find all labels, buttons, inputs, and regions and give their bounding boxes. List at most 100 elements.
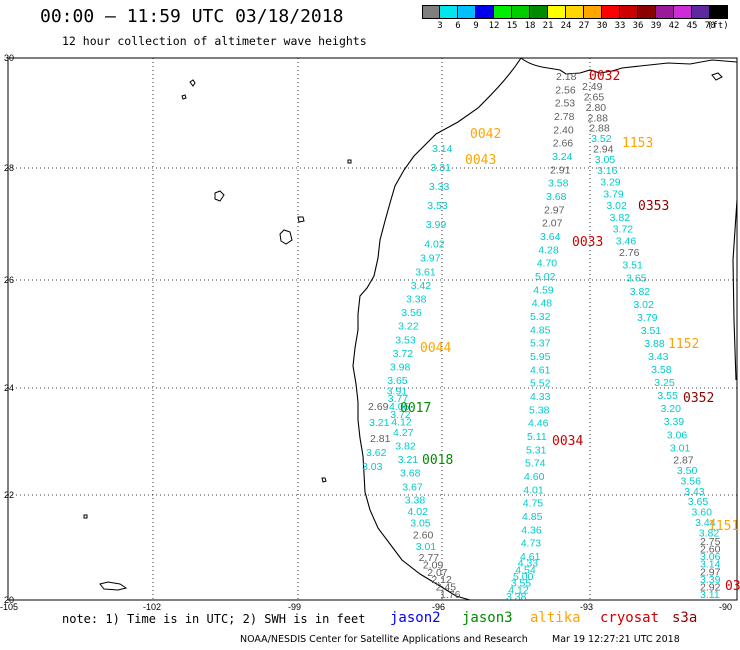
color-scale-swatch	[674, 5, 692, 19]
latitude-label: 22	[4, 490, 15, 500]
longitude-label: -93	[580, 602, 594, 612]
middle-track-value: 4.85	[522, 511, 543, 523]
color-scale-label: 15	[506, 21, 518, 31]
island-outline-3	[214, 190, 225, 202]
middle-track-value: 3.64	[540, 231, 561, 243]
coastal-track-value: 3.53	[395, 334, 416, 346]
island-outline-5	[297, 216, 305, 223]
middle-track-value: 2.97	[544, 204, 565, 216]
coastal-track-value: 3.77	[388, 393, 409, 405]
coastal-track-value: 3.62	[366, 447, 387, 459]
credit-line: NOAA/NESDIS Center for Satellite Applica…	[240, 634, 528, 645]
middle-track-value: 4.54	[515, 564, 536, 576]
east-track-value: 3.50	[677, 465, 698, 477]
color-scale-label: 18	[524, 21, 536, 31]
legend-altika: altika	[530, 610, 581, 626]
middle-track-value: 4.12	[508, 584, 529, 596]
east-track-value: 3.14	[700, 559, 721, 571]
east-track-value: 3.88	[644, 338, 665, 350]
coastal-track-value: 2.12	[431, 574, 452, 586]
color-scale-swatch	[584, 5, 602, 19]
map-title: 00:00 – 11:59 UTC 03/18/2018	[40, 6, 344, 27]
legend-s3a: s3a	[672, 610, 698, 626]
coastal-track-value: 3.38	[406, 294, 427, 306]
middle-track-value: 5.52	[530, 378, 551, 390]
east-track-value: 3.60	[692, 507, 713, 519]
color-scale-label: 36	[632, 21, 644, 31]
latitude-label: 28	[4, 163, 15, 173]
island-outlines	[83, 72, 723, 591]
middle-track-value: 3.68	[546, 191, 567, 203]
east-track-value: 2.97	[700, 566, 721, 578]
middle-track-value: 5.00	[513, 571, 534, 583]
generation-timestamp: Mar 19 12:27:21 UTC 2018	[552, 634, 680, 645]
color-scale-swatch	[548, 5, 566, 19]
middle-track-value: 4.36	[521, 524, 542, 536]
east-track-value: 3.79	[603, 188, 624, 200]
east-track-value: 3.44	[695, 517, 716, 529]
east-track-value: 3.55	[657, 390, 678, 402]
east-track-value: 2.87	[673, 455, 694, 467]
middle-track-value: 5.02	[535, 271, 556, 283]
east-track-value: 3.16	[597, 165, 618, 177]
east-track-value: 3.65	[626, 273, 647, 285]
east-track-value: 3.11	[700, 589, 720, 601]
east-track-value: 2.76	[619, 247, 640, 259]
island-outline-7	[321, 477, 327, 483]
pass-label: 0353	[638, 199, 669, 214]
coastal-track-value: 3.56	[401, 307, 422, 319]
color-scale-swatch	[476, 5, 494, 19]
pass-label: 1152	[668, 337, 699, 352]
coastal-track-value: 2.81	[370, 433, 391, 445]
middle-track-value: 3.24	[552, 151, 573, 163]
middle-track-value: 3.38	[506, 591, 527, 603]
east-track-value: 3.56	[681, 475, 702, 487]
color-scale-label: 39	[650, 21, 662, 31]
coastal-track-value: 3.82	[395, 440, 416, 452]
legend-jason3: jason3	[462, 610, 513, 626]
color-scale-swatch	[620, 5, 638, 19]
coastal-track-value: 2.45	[436, 582, 457, 594]
east-track-value: 3.65	[688, 496, 709, 508]
longitude-label: -99	[288, 602, 302, 612]
coastal-track-value: 3.68	[400, 468, 421, 480]
middle-track-value: 4.61	[530, 364, 551, 376]
east-track-value: 3.39	[664, 416, 685, 428]
latitude-label: 30	[4, 53, 15, 63]
coastal-track-value: 2.60	[413, 529, 434, 541]
east-track-value: 3.51	[622, 260, 643, 272]
pass-label: 0043	[465, 153, 496, 168]
color-scale-swatch	[494, 5, 512, 19]
color-scale-unit: (ft)	[707, 21, 729, 31]
color-scale-label: 33	[614, 21, 626, 31]
footer-note: note: 1) Time is in UTC; 2) SWH is in fe…	[62, 612, 366, 626]
graticule	[8, 58, 737, 600]
east-track-value: 3.05	[595, 154, 616, 166]
island-outline-6	[347, 159, 352, 164]
coastal-track-value: 3.42	[411, 280, 432, 292]
east-track-value: 2.75	[700, 536, 721, 548]
east-track-value: 3.79	[637, 312, 658, 324]
middle-track-value: 2.07	[542, 218, 563, 230]
middle-track-value: 5.74	[525, 458, 546, 470]
coastal-track-value: 3.21	[398, 454, 419, 466]
color-scale-swatch	[710, 5, 728, 19]
middle-track-value: 2.78	[554, 111, 575, 123]
middle-track-value: 4.61	[520, 551, 541, 563]
east-track-value: 3.46	[616, 235, 637, 247]
middle-track-value: 5.31	[526, 444, 547, 456]
color-scale-swatch	[422, 5, 440, 19]
east-track-value: 3.02	[606, 200, 627, 212]
coastal-track-value: 4.12	[391, 417, 412, 429]
color-scale-label: 24	[560, 21, 572, 31]
east-track-value: 3.82	[699, 528, 720, 540]
middle-track-value: 5.11	[527, 431, 547, 443]
color-scale-label: 42	[668, 21, 680, 31]
east-track-value: 2.94	[593, 144, 614, 156]
middle-track-value: 2.18	[556, 71, 577, 83]
map-subtitle: 12 hour collection of altimeter wave hei…	[62, 34, 367, 48]
middle-track-value: 4.46	[528, 418, 549, 430]
middle-track-value: 5.37	[530, 338, 551, 350]
texas-mexico-coastline	[352, 57, 522, 601]
east-track-value: 3.39	[700, 574, 721, 586]
